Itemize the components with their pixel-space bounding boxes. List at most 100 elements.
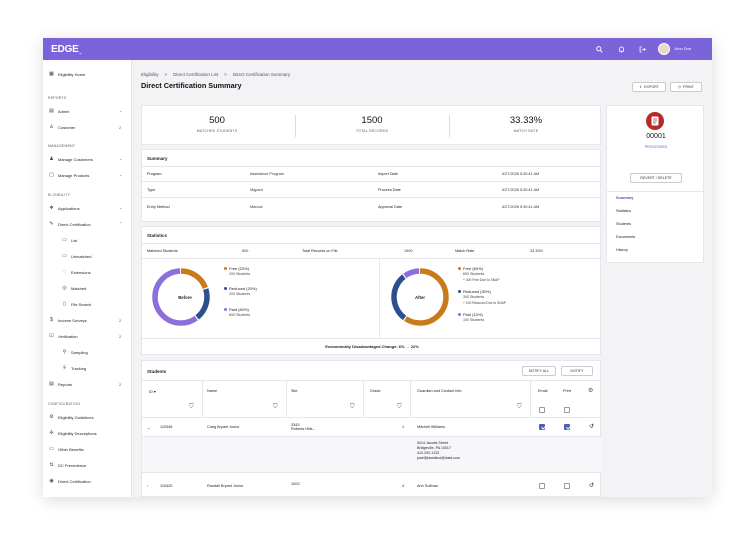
filter-icon[interactable]: ⛉ xyxy=(273,404,278,410)
filter-icon[interactable]: ⛉ xyxy=(517,404,522,410)
divider xyxy=(295,115,296,137)
sidebar-item-manage-products[interactable]: ▢ Manage Products xyxy=(49,172,90,178)
column-header-email[interactable]: Email xyxy=(538,389,548,393)
filter-icon[interactable]: ⛉ xyxy=(397,404,402,410)
column-header-site[interactable]: Site xyxy=(291,389,298,393)
document-icon xyxy=(646,112,664,130)
chevron-down-icon[interactable]: ⌄ xyxy=(119,108,123,113)
summary-title: Summary xyxy=(147,156,168,161)
collapse-row-icon[interactable]: ⌄ xyxy=(147,426,151,430)
economic-change: Economically Disadvantaged Change: 6% → … xyxy=(325,344,419,349)
expand-row-icon[interactable]: › xyxy=(147,484,149,488)
print-checkbox[interactable] xyxy=(564,424,570,430)
column-header-name[interactable]: Name xyxy=(207,389,218,393)
top-bar: EDGE™ John Doe xyxy=(43,38,712,60)
donut-label-before: Before xyxy=(178,295,192,300)
sidebar-item-home[interactable]: ▦ Eligibility Home xyxy=(49,71,86,77)
extensions-icon: ◌ xyxy=(63,269,66,275)
sidebar-item-manage-customers[interactable]: ♟ Manage Customers xyxy=(49,156,93,162)
divider xyxy=(379,258,380,338)
sidebar-item-unmatched[interactable]: ▭ Unmatched xyxy=(62,253,92,259)
app-logo[interactable]: EDGE™ xyxy=(51,44,82,56)
chevron-up-icon[interactable]: ⌃ xyxy=(119,221,123,226)
print-filter-checkbox[interactable] xyxy=(564,407,570,413)
sidebar-item-admin[interactable]: ▤ Admin xyxy=(49,108,70,114)
donut-label-after: After xyxy=(414,295,426,300)
bell-icon[interactable] xyxy=(616,44,626,54)
column-header-print[interactable]: Print xyxy=(563,389,571,393)
search-icon[interactable] xyxy=(594,44,604,54)
summary-value: Manual xyxy=(250,205,263,209)
chevron-down-icon[interactable]: ⌄ xyxy=(119,172,123,177)
sidebar-item-list[interactable]: ▭ List xyxy=(62,237,78,243)
legend-reduced-before: Reduced (20%) 200 Students xyxy=(224,286,257,297)
column-header-id[interactable]: ID ▾ xyxy=(149,390,156,394)
history-icon[interactable]: ↺ xyxy=(589,424,595,430)
statistics-card: Statistics Matched Students 500 Total Re… xyxy=(141,226,602,355)
sidebar-item-customer[interactable]: ♙ Customer xyxy=(49,124,76,130)
breadcrumb-link-eligibility[interactable]: Eligibility xyxy=(141,72,159,77)
certificate-icon: ✎ xyxy=(49,221,54,227)
cell-id: 110346 xyxy=(160,425,173,429)
summary-key: Process Date xyxy=(378,188,401,192)
settings-gear-icon[interactable]: ⚙ xyxy=(588,388,594,394)
sidebar-item-eligibility-descriptions[interactable]: ✣ Eligibility Descriptions xyxy=(49,430,97,436)
legend-paid-after: Paid (10%) 100 Students xyxy=(458,312,484,323)
user-name[interactable]: John Doe xyxy=(674,46,692,51)
chevron-down-icon[interactable]: ⌄ xyxy=(119,205,123,210)
email-filter-checkbox[interactable] xyxy=(539,407,545,413)
cell-grade: 1 xyxy=(402,425,405,429)
sidebar-item-applications[interactable]: ❖ Applications xyxy=(49,205,80,211)
chevron-down-icon[interactable]: ⌄ xyxy=(119,156,123,161)
history-icon[interactable]: ↺ xyxy=(589,483,595,489)
sidebar-item-config-direct-certification[interactable]: ◉ Direct Certification xyxy=(49,478,91,484)
sidebar-item-matched[interactable]: ◎ Matched xyxy=(62,285,87,291)
revert-delete-button[interactable]: REVERT / DELETE xyxy=(630,173,682,183)
sidebar-item-extensions[interactable]: ◌ Extensions xyxy=(63,269,91,275)
donut-chart-after xyxy=(391,268,449,326)
sidebar-item-verification[interactable]: ☑ Verification xyxy=(49,333,78,339)
export-button[interactable]: ⇪ EXPORT xyxy=(632,82,666,92)
legend-free-before: Free (20%) 200 Students xyxy=(224,266,250,277)
sidebar-item-reports[interactable]: ▤ Reports xyxy=(49,381,73,387)
divider xyxy=(286,381,287,417)
divider xyxy=(363,381,364,417)
nav-history[interactable]: History xyxy=(616,248,628,252)
cell-id: 110425 xyxy=(160,484,173,488)
nav-summary[interactable]: Summary xyxy=(616,196,634,200)
cell-guardian: Mitchell Williams xyxy=(417,425,446,429)
sidebar-item-dc-precedence[interactable]: ⇅ DC Precedence xyxy=(49,462,87,468)
legend-paid-before: Paid (60%) 600 Students xyxy=(224,307,250,318)
email-checkbox[interactable] xyxy=(539,424,545,430)
sidebar-item-other-benefits[interactable]: ▭ Other Benefits xyxy=(49,446,84,452)
dot-icon xyxy=(458,290,461,293)
stat-key: Match Rate xyxy=(455,249,475,253)
nav-students[interactable]: Students xyxy=(616,222,631,226)
logout-icon[interactable] xyxy=(637,44,647,54)
email-checkbox[interactable] xyxy=(539,483,545,489)
nav-statistics[interactable]: Statistics xyxy=(616,209,632,213)
list-icon: ▭ xyxy=(62,237,67,243)
summary-key: Approval Date xyxy=(378,205,403,209)
notify-button[interactable]: NOTIFY xyxy=(561,366,593,376)
notify-all-button[interactable]: NOTIFY ALL xyxy=(522,366,556,376)
print-checkbox[interactable] xyxy=(564,483,570,489)
column-header-guardian[interactable]: Guardian and Contact Info xyxy=(417,389,462,393)
print-button[interactable]: ⎙ PRINT xyxy=(670,82,702,92)
sidebar-item-file-search[interactable]: ▯ File Search xyxy=(61,300,91,308)
column-header-grade[interactable]: Grade xyxy=(370,389,381,393)
benefits-icon: ▭ xyxy=(49,446,54,452)
avatar[interactable] xyxy=(658,43,670,55)
breadcrumb-link-list[interactable]: Direct Certification List xyxy=(173,72,219,77)
nav-documents[interactable]: Documents xyxy=(616,235,636,239)
donut-slice-paid xyxy=(152,268,210,326)
filter-icon[interactable]: ⛉ xyxy=(189,404,194,410)
sidebar-item-direct-certification[interactable]: ✎ Direct Certification xyxy=(49,221,91,227)
filter-icon[interactable]: ⛉ xyxy=(350,404,355,410)
sidebar-item-sampling[interactable]: ⚲ Sampling xyxy=(62,349,88,355)
sidebar-item-eligibility-guidelines[interactable]: ⚙ Eligibility Guidelines xyxy=(49,414,94,420)
sidebar-item-income-surveys[interactable]: $ Income Surveys xyxy=(48,316,87,324)
cell-grade: 4 xyxy=(402,484,405,488)
sidebar-item-tracking[interactable]: ⌾ Tracking xyxy=(62,365,87,371)
legend-reduced-after: Reduced (30%) 300 Students + 100 Reduced D… xyxy=(458,289,506,306)
